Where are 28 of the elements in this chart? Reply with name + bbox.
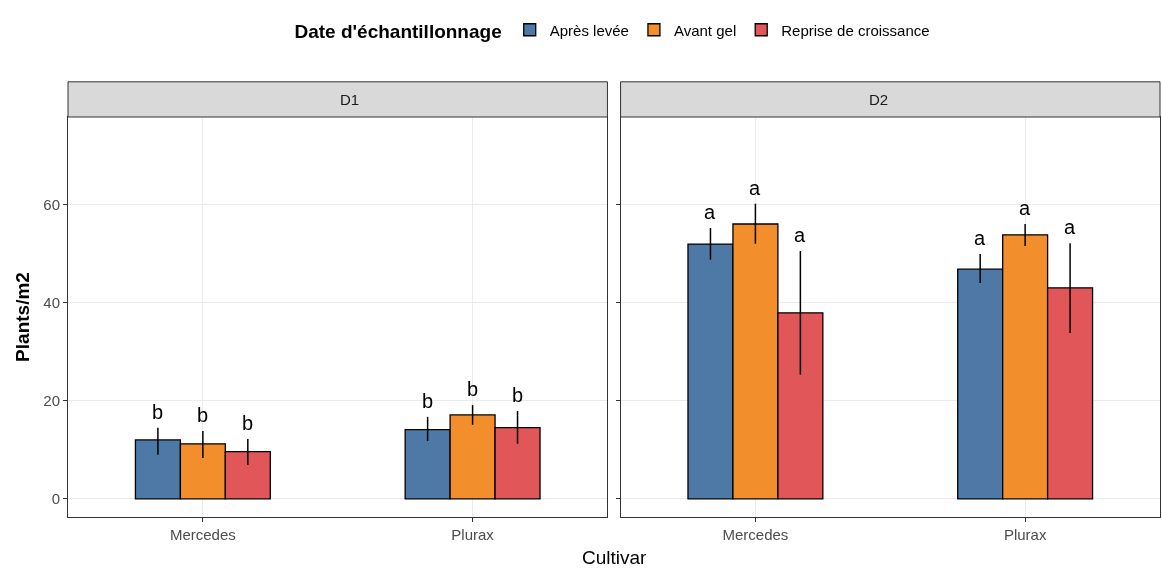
annotation: a [974,227,986,249]
y-tick-label: 60 [43,195,60,213]
legend-label: Après levée [549,21,629,39]
chart-title: D1 [340,91,360,108]
y-axis-title: Plants/m2 [12,272,34,362]
annotation: a [1019,197,1031,219]
annotation: a [794,224,806,246]
annotation: b [197,404,209,426]
x-axis-title: Cultivar [582,547,648,568]
x-tick-label: Plurax [1003,526,1047,543]
y-tick-label: 0 [51,490,60,508]
annotation: a [1064,216,1076,238]
y-tick-label: 40 [43,293,60,311]
x-tick-label: Mercedes [169,526,236,543]
legend-label: Reprise de croissance [781,21,930,39]
legend-label: Avant gel [673,21,737,39]
legend-title: Date d'échantillonnage [294,21,502,43]
x-tick-label: Mercedes [722,526,789,543]
annotation: b [152,401,164,423]
annotation: a [749,177,761,199]
x-tick-label: Plurax [451,526,495,543]
annotation: a [704,201,716,223]
annotation: b [467,378,479,400]
chart-title: D2 [869,91,889,108]
annotation: b [242,412,254,434]
annotation: b [422,390,434,412]
y-tick-label: 20 [43,391,60,409]
annotation: b [512,384,524,406]
